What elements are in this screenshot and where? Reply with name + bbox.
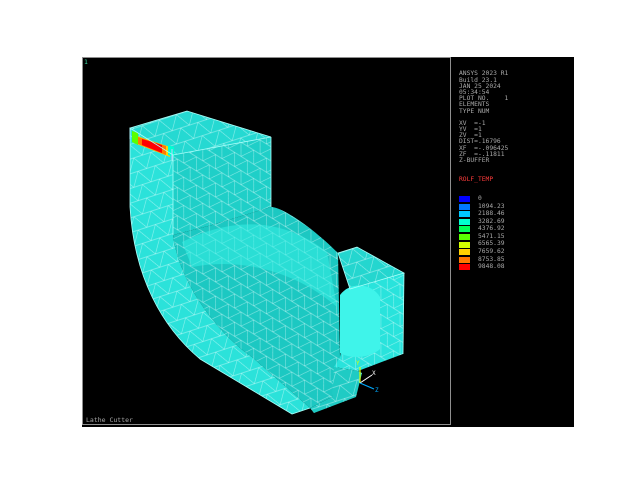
info-line: XF =-.096425 — [459, 144, 509, 152]
lower-block-side-face — [334, 273, 404, 371]
legend-row: 7659.62 — [459, 248, 573, 256]
lower-block-bottom-face — [310, 367, 362, 413]
legend-label: 4376.92 — [478, 225, 505, 233]
legend-swatch — [459, 249, 470, 256]
info-line: Build 23.1 — [459, 76, 497, 84]
legend-swatch — [459, 233, 470, 240]
legend-row: 8753.85 — [459, 256, 573, 264]
svg-text:Z: Z — [375, 387, 379, 394]
legend-row: 1094.23 — [459, 203, 573, 211]
info-line: XV =-1 — [459, 119, 486, 127]
legend-row: 2188.46 — [459, 210, 573, 218]
legend-row: 0 — [459, 195, 573, 203]
info-line: PLOT NO. 1 — [459, 95, 509, 103]
legend-label: 5471.15 — [478, 232, 505, 240]
legend-label: 9848.08 — [478, 263, 505, 271]
coordinate-triad-icon: X Y Z — [356, 360, 379, 394]
contour-legend: 0 1094.23 2188.46 3282.69 4376.92 5471.15 6565… — [459, 195, 573, 271]
info-line: TYPE NUM — [459, 107, 490, 115]
legend-row: 5471.15 — [459, 233, 573, 241]
legend-label: 3282.69 — [478, 217, 505, 225]
legend-swatch — [459, 196, 470, 203]
legend-label: 2188.46 — [478, 210, 505, 218]
legend-swatch — [459, 264, 470, 271]
curved-outer-face — [130, 128, 310, 414]
info-line: ZF =-.11811 — [459, 150, 505, 158]
svg-text:X: X — [372, 370, 376, 377]
legend-label: 1094.23 — [478, 202, 505, 210]
legend-swatch — [459, 218, 470, 225]
graphics-window-frame — [82, 57, 451, 425]
info-line: ANSYS 2023 R1 — [459, 70, 509, 78]
legend-swatch — [459, 241, 470, 248]
info-line: YV =1 — [459, 126, 482, 134]
svg-text:Y: Y — [356, 360, 360, 367]
legend-label: 7659.62 — [478, 248, 505, 256]
legend-row: 9848.08 — [459, 263, 573, 272]
info-line: JAN 25 2024 — [459, 82, 501, 90]
window-number: 1 — [84, 58, 88, 66]
model-edges — [129, 110, 406, 415]
info-panel: ANSYS 2023 R1 Build 23.1 JAN 25 2024 05:34:… — [459, 59, 573, 284]
legend-swatch — [459, 211, 470, 218]
legend-label: 6565.39 — [478, 240, 505, 248]
info-line: Z-BUFFER — [459, 157, 490, 165]
upper-block-side-face — [173, 137, 271, 235]
mesh-model-canvas[interactable]: X Y Z — [82, 57, 574, 427]
legend-row: 3282.69 — [459, 218, 573, 226]
legend-swatch — [459, 203, 470, 210]
legend-row: 4376.92 — [459, 226, 573, 234]
info-line: DIST=.16796 — [459, 138, 501, 146]
info-line: ELEMENTS — [459, 101, 490, 109]
legend-row: 6565.39 — [459, 241, 573, 249]
graphics-viewport[interactable]: 1 — [82, 57, 574, 427]
inner-concave-face — [173, 207, 340, 408]
upper-block-top-face — [130, 111, 271, 155]
info-line: ZV =1 — [459, 132, 482, 140]
info-lines: ANSYS 2023 R1 Build 23.1 JAN 25 2024 05:34:… — [459, 71, 573, 164]
legend-swatch — [459, 226, 470, 233]
legend-label: 8753.85 — [478, 255, 505, 263]
plot-caption: Lathe Cutter — [86, 416, 133, 424]
legend-title: ROLF_TEMP — [459, 175, 494, 183]
legend-label: 0 — [478, 194, 482, 202]
lower-block-top-face — [338, 247, 404, 289]
legend-swatch — [459, 256, 470, 263]
info-line: 05:34:54 — [459, 88, 490, 96]
